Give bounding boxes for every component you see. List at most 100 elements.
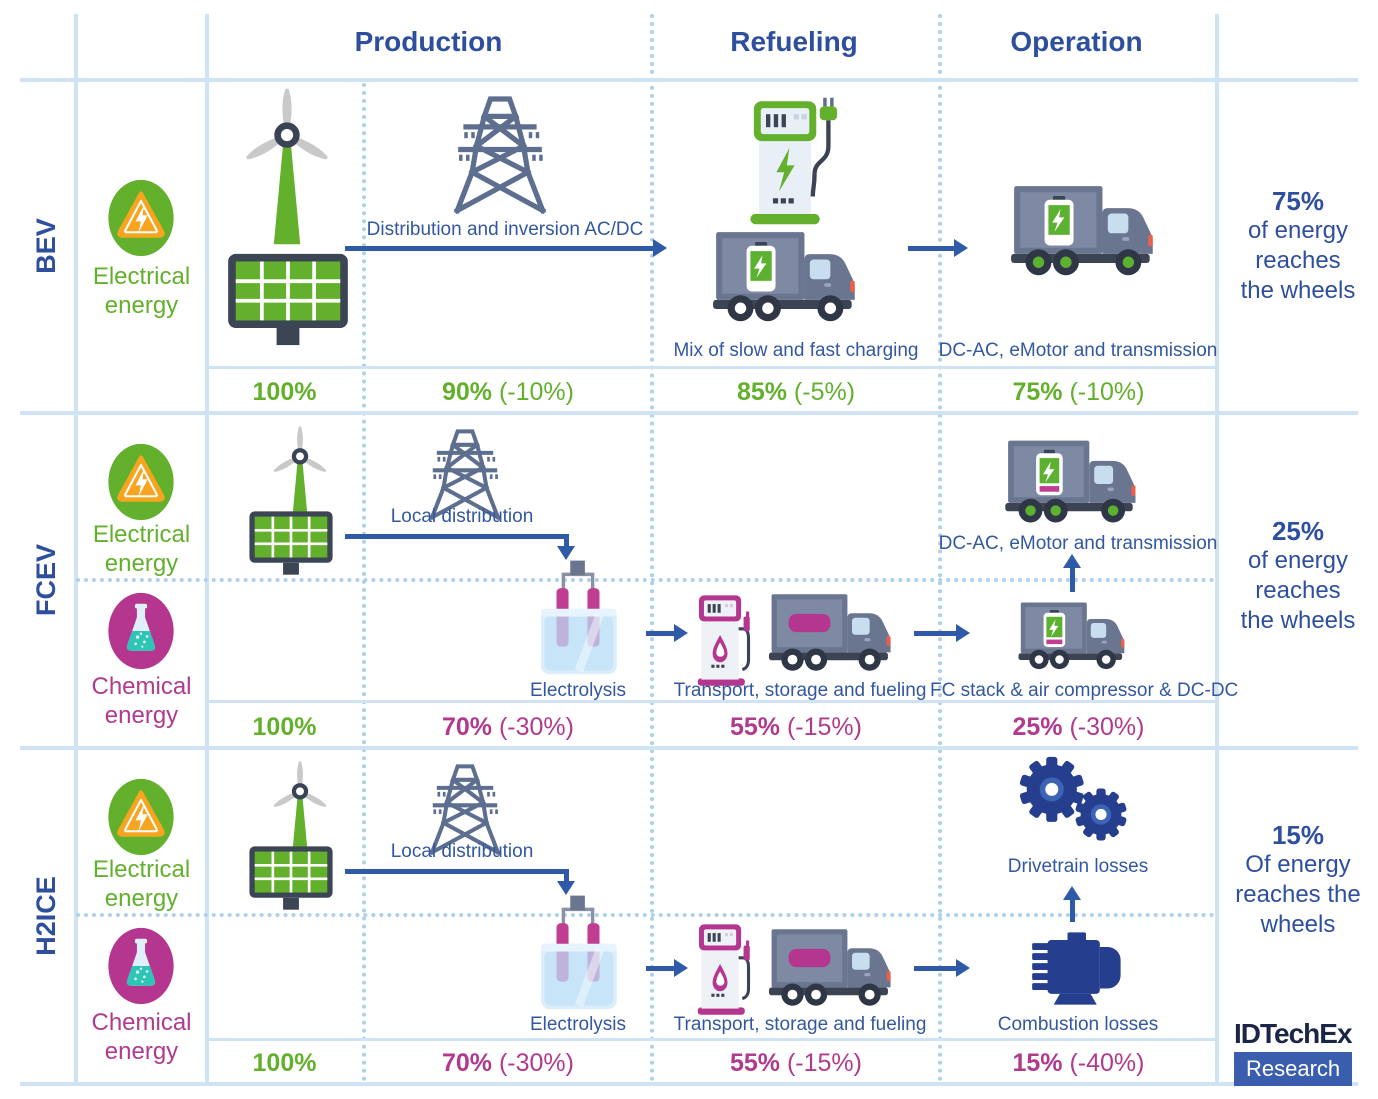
grid-line — [20, 411, 1358, 415]
plug-icon — [819, 97, 838, 121]
electrolysis-icon — [522, 887, 634, 1016]
flow-arrow-head — [954, 239, 968, 257]
transmission-tower-icon — [428, 426, 502, 520]
grid-dotted-line — [362, 83, 366, 1082]
summary-caption: of energy reaches the wheels — [1240, 547, 1356, 634]
flow-arrow — [914, 631, 956, 636]
pct-fcev-operation: 25% (-30%) — [1012, 713, 1145, 741]
solar-panel-icon — [248, 510, 334, 576]
row-label-h2ice: H2ICE — [31, 876, 61, 956]
flow-arrow — [564, 534, 569, 546]
pct-h2ice-operation: 15% (-40%) — [1012, 1049, 1145, 1077]
wind-turbine-icon — [262, 426, 338, 529]
flow-arrow — [914, 966, 956, 971]
row-split-dotted-line — [76, 578, 1215, 582]
flow-arrow-head — [956, 959, 970, 977]
energy-type-label: Electrical energy — [92, 856, 191, 912]
summary-h2ice: 15% Of energy reaches the wheels — [1218, 820, 1378, 940]
transmission-tower-icon — [452, 92, 548, 214]
flow-arrow-head — [653, 239, 667, 257]
flow-arrow — [564, 869, 569, 881]
energy-type-label: Electrical energy — [92, 263, 191, 319]
stage-label-refueling: Transport, storage and fueling — [673, 680, 927, 701]
grid-line — [20, 746, 1358, 750]
electrical-energy-icon — [107, 442, 175, 522]
grid-line — [1215, 14, 1219, 1086]
stage-label-distribution: Distribution and inversion AC/DC — [366, 219, 644, 240]
flow-arrow-head — [557, 546, 575, 560]
stage-label-electrolysis: Electrolysis — [529, 680, 627, 701]
row-label-bev: BEV — [31, 218, 61, 274]
flow-arrow — [646, 631, 674, 636]
idtechex-logo: IDTechEx Research — [1234, 1018, 1366, 1086]
stage-label-electrolysis: Electrolysis — [529, 1014, 627, 1035]
energy-type-label: Chemical energy — [91, 1009, 192, 1065]
grid-line — [205, 14, 209, 1086]
battery-truck-icon — [1002, 435, 1150, 526]
stage-label-operation: FC stack & air compressor & DC-DC — [930, 680, 1239, 701]
summary-value: 75% — [1271, 186, 1325, 216]
energy-type-label: Chemical energy — [91, 673, 192, 729]
electrical-energy-icon — [107, 178, 175, 258]
transport-truck-icon — [766, 924, 904, 1009]
grid-line — [74, 14, 78, 1086]
pct-separator — [207, 366, 1215, 369]
flow-arrow-head — [674, 624, 688, 642]
pct-h2ice-refueling: 55% (-15%) — [729, 1049, 862, 1077]
grid-line — [20, 1082, 1358, 1086]
stage-label-operation: DC-AC, eMotor and transmission — [938, 340, 1218, 361]
pct-fcev-refueling: 55% (-15%) — [729, 713, 862, 741]
pct-h2ice-distribution: 70% (-30%) — [441, 1049, 574, 1077]
flow-arrow — [345, 246, 653, 251]
summary-bev: 75% of energy reaches the wheels — [1218, 186, 1378, 306]
flow-arrow — [345, 534, 569, 539]
pct-bev-distribution: 90% (-10%) — [441, 378, 574, 406]
fuel-pump-icon — [694, 917, 756, 1016]
charging-station-icon — [740, 96, 844, 226]
flow-arrow — [1070, 898, 1075, 922]
chemical-energy-icon — [107, 926, 175, 1006]
gears-icon — [1010, 752, 1140, 850]
column-header-production: Production — [354, 26, 503, 57]
summary-caption: of energy reaches the wheels — [1240, 217, 1356, 304]
stage-label-operation-top: Drivetrain losses — [1007, 856, 1149, 877]
pct-fcev-production: 100% — [252, 713, 317, 741]
stage-label-operation: Combustion losses — [997, 1014, 1159, 1035]
chemical-energy-icon — [107, 591, 175, 671]
wind-turbine-icon — [262, 761, 338, 864]
pct-bev-production: 100% — [252, 378, 317, 406]
pct-h2ice-production: 100% — [252, 1049, 317, 1077]
transport-truck-icon — [766, 589, 904, 674]
pct-separator — [207, 1038, 1215, 1041]
flow-arrow — [345, 869, 569, 874]
row-label-fcev: FCEV — [31, 544, 61, 617]
electrolysis-icon — [522, 552, 634, 681]
column-header-operation: Operation — [1010, 26, 1143, 57]
column-header-refueling: Refueling — [730, 26, 858, 57]
stage-label-distribution: Local distribution — [390, 841, 534, 862]
flow-arrow-head — [956, 624, 970, 642]
summary-value: 25% — [1271, 516, 1325, 546]
electrical-energy-icon — [107, 777, 175, 857]
logo-wordmark: IDTechEx — [1234, 1018, 1353, 1049]
wind-turbine-icon — [228, 88, 346, 248]
solar-panel-icon — [248, 845, 334, 911]
flow-arrow-head — [557, 881, 575, 895]
pct-bev-operation: 75% (-10%) — [1012, 378, 1145, 406]
flow-arrow — [1070, 566, 1075, 592]
summary-value: 15% — [1271, 820, 1325, 850]
stage-label-refueling: Mix of slow and fast charging — [673, 340, 919, 361]
fuel-cell-truck-icon — [1016, 598, 1136, 672]
stage-label-operation-top: DC-AC, eMotor and transmission — [938, 533, 1218, 554]
energy-type-label: Electrical energy — [92, 521, 191, 577]
grid-line — [20, 78, 1358, 82]
fuel-pump-icon — [694, 588, 756, 687]
flow-arrow-head — [1063, 886, 1081, 900]
stage-label-distribution: Local distribution — [390, 506, 534, 527]
flow-arrow-head — [674, 959, 688, 977]
solar-panel-icon — [226, 252, 350, 347]
engine-icon — [1026, 930, 1126, 1007]
row-split-dotted-line — [76, 913, 1215, 917]
logo-research-badge: Research — [1234, 1052, 1353, 1086]
